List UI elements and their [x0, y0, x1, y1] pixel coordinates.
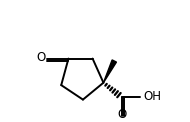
Polygon shape	[103, 60, 116, 83]
Text: O: O	[36, 51, 45, 64]
Text: O: O	[117, 108, 126, 121]
Text: OH: OH	[144, 90, 162, 103]
